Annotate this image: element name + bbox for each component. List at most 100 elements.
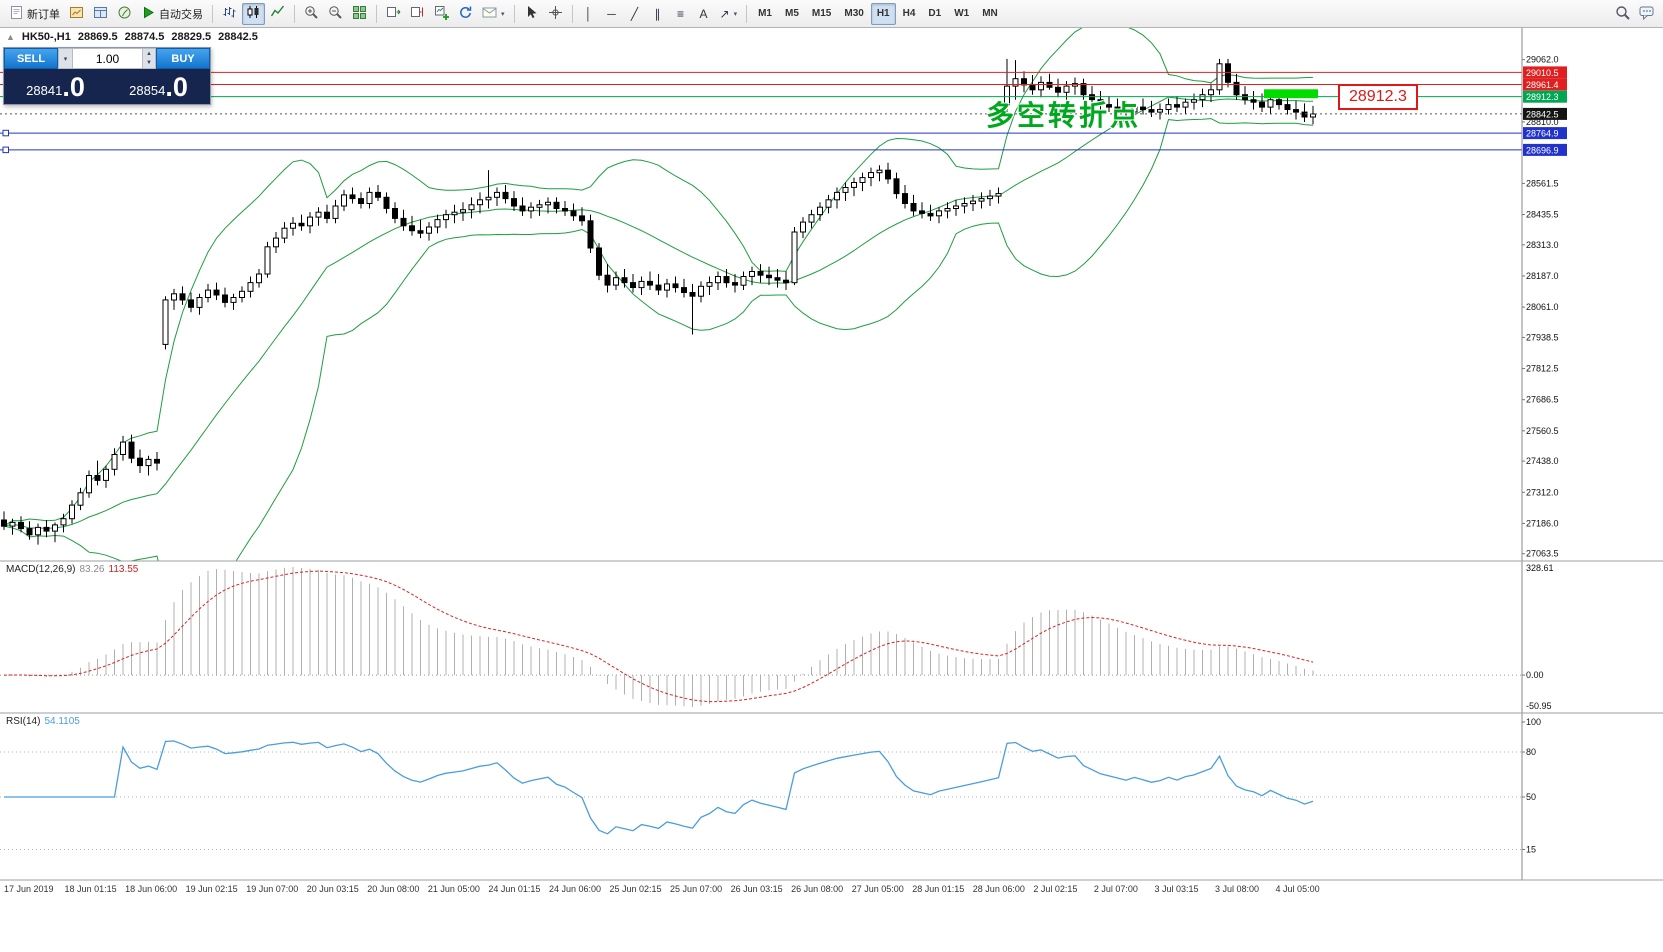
search-button[interactable] — [1611, 3, 1634, 25]
zoom-in-button[interactable] — [300, 3, 323, 25]
svg-text:80: 80 — [1526, 747, 1536, 757]
svg-text:28810.0: 28810.0 — [1526, 117, 1559, 127]
svg-text:50: 50 — [1526, 792, 1536, 802]
svg-text:25 Jun 02:15: 25 Jun 02:15 — [610, 884, 662, 894]
arrow-tool-button[interactable]: ↗ ▾ — [716, 3, 742, 25]
volume-dropdown[interactable]: ▾ — [58, 48, 73, 69]
arrow-tool-icon: ↗ — [719, 6, 730, 21]
svg-text:19 Jun 02:15: 19 Jun 02:15 — [186, 884, 238, 894]
fibonacci-button[interactable]: ≡ — [670, 3, 692, 25]
chat-button[interactable] — [1635, 3, 1658, 25]
svg-text:28764.9: 28764.9 — [1526, 129, 1559, 139]
navigator-button[interactable] — [113, 3, 136, 25]
svg-text:28061.0: 28061.0 — [1526, 302, 1559, 312]
timeframe-d1-button[interactable]: D1 — [928, 8, 942, 19]
channel-button[interactable]: ∥ — [647, 3, 669, 25]
sell-button[interactable]: SELL — [4, 48, 58, 69]
svg-text:2 Jul 07:00: 2 Jul 07:00 — [1094, 884, 1138, 894]
timeframe-m5-button[interactable]: M5 — [785, 8, 799, 19]
rsi-indicator-label: RSI(14) 54.1105 — [6, 716, 80, 727]
svg-text:27812.5: 27812.5 — [1526, 364, 1559, 374]
macd-signal-value: 113.55 — [108, 564, 139, 575]
volume-stepper[interactable]: ▲ ▼ — [142, 48, 156, 69]
text-button[interactable]: A — [693, 3, 715, 25]
turning-point-annotation: 多空转折点 — [986, 100, 1142, 131]
new-order-button[interactable]: 新订单 — [5, 3, 64, 25]
svg-text:26 Jun 03:15: 26 Jun 03:15 — [731, 884, 783, 894]
auto-trading-icon — [141, 5, 156, 23]
toolbar-left-group: 新订单 自动交易 ▾ │ ─ ╱ ∥ ≡ A ↗ ▾ M1 M5 M15 M30 H1 H4 D1 W1 MN — [5, 2, 1004, 25]
one-click-collapse-icon[interactable]: ▲ — [6, 32, 15, 42]
auto-trading-button-label: 自动交易 — [159, 8, 203, 21]
ohlc-open: 28869.5 — [77, 31, 118, 43]
svg-text:29010.5: 29010.5 — [1526, 68, 1559, 78]
refresh-button[interactable] — [454, 3, 477, 25]
trendline-icon: ╱ — [630, 6, 639, 21]
chart-shift-button[interactable] — [406, 3, 429, 25]
candlestick-chart-button[interactable] — [242, 2, 265, 25]
stepper-up-icon[interactable]: ▲ — [146, 50, 152, 57]
auto-scroll-button[interactable] — [382, 3, 405, 25]
alerts-button[interactable]: ▾ — [478, 3, 509, 25]
horizontal-line-icon: ─ — [607, 6, 616, 21]
price-chart-canvas[interactable]: 29062.0 28810.0 28561.5 28435.5 28313.0 28187… — [0, 28, 1663, 952]
trade-panel-prices: 28841.0 28854.0 — [4, 69, 210, 104]
cursor-button[interactable] — [520, 3, 543, 25]
tile-windows-button[interactable] — [348, 3, 371, 25]
buy-price[interactable]: 28854.0 — [107, 69, 210, 104]
svg-text:-50.95: -50.95 — [1526, 701, 1552, 711]
sell-price-base: 28841 — [26, 83, 63, 98]
chat-icon — [1639, 5, 1654, 23]
svg-text:328.61: 328.61 — [1526, 563, 1554, 573]
dropdown-caret-icon[interactable]: ▾ — [733, 10, 738, 18]
sell-price-frac: .0 — [62, 72, 85, 103]
line-chart-icon — [270, 5, 285, 23]
svg-text:28696.9: 28696.9 — [1526, 145, 1559, 155]
svg-text:27560.5: 27560.5 — [1526, 426, 1559, 436]
svg-text:28912.3: 28912.3 — [1526, 92, 1559, 102]
timeframe-w1-button[interactable]: W1 — [954, 8, 970, 19]
horizontal-line-button[interactable]: ─ — [601, 3, 623, 25]
toolbar-separator — [376, 4, 377, 23]
svg-text:3 Jul 03:15: 3 Jul 03:15 — [1154, 884, 1198, 894]
zoom-in-icon — [304, 5, 319, 23]
bar-chart-button[interactable] — [218, 3, 241, 25]
timeframe-mn-button[interactable]: MN — [982, 8, 998, 19]
new-chart-icon — [434, 5, 449, 23]
crosshair-button[interactable] — [544, 3, 567, 25]
svg-text:27 Jun 05:00: 27 Jun 05:00 — [852, 884, 904, 894]
svg-text:4 Jul 05:00: 4 Jul 05:00 — [1276, 884, 1320, 894]
stepper-down-icon[interactable]: ▼ — [146, 60, 152, 67]
timeframe-m30-button[interactable]: M30 — [844, 8, 864, 19]
trendline-button[interactable]: ╱ — [624, 3, 646, 25]
market-watch-button[interactable] — [65, 3, 88, 25]
timeframe-m1-button[interactable]: M1 — [758, 8, 772, 19]
candlestick-chart-icon — [246, 5, 261, 23]
sell-price[interactable]: 28841.0 — [4, 69, 107, 104]
zoom-out-button[interactable] — [324, 3, 347, 25]
toolbar-separator — [571, 4, 573, 23]
chart-window: 29062.0 28810.0 28561.5 28435.5 28313.0 28187… — [0, 28, 1663, 952]
dropdown-caret-icon[interactable]: ▾ — [501, 10, 505, 18]
svg-text:27186.0: 27186.0 — [1526, 518, 1559, 528]
auto-trading-button[interactable]: 自动交易 — [137, 3, 207, 25]
line-chart-button[interactable] — [266, 3, 289, 25]
timeframe-h1-button[interactable]: H1 — [870, 2, 896, 25]
toolbar-separator — [513, 4, 515, 23]
new-chart-button[interactable] — [430, 3, 453, 25]
svg-text:27063.5: 27063.5 — [1526, 549, 1559, 559]
price-level-callout[interactable]: 28912.3 — [1338, 84, 1418, 110]
data-window-button[interactable] — [89, 3, 112, 25]
buy-button[interactable]: BUY — [156, 48, 210, 69]
timeframe-m15-button[interactable]: M15 — [811, 8, 832, 19]
buy-price-base: 28854 — [129, 83, 166, 98]
ohlc-high: 28874.5 — [124, 31, 165, 43]
chart-shift-icon — [410, 5, 425, 23]
svg-text:28 Jun 06:00: 28 Jun 06:00 — [973, 884, 1025, 894]
vertical-line-button[interactable]: │ — [578, 3, 600, 25]
volume-input[interactable] — [73, 48, 142, 69]
candles-layer — [1, 58, 1316, 545]
svg-text:25 Jun 07:00: 25 Jun 07:00 — [670, 884, 722, 894]
new-order-button-label: 新订单 — [27, 8, 60, 21]
timeframe-h4-button[interactable]: H4 — [902, 8, 916, 19]
